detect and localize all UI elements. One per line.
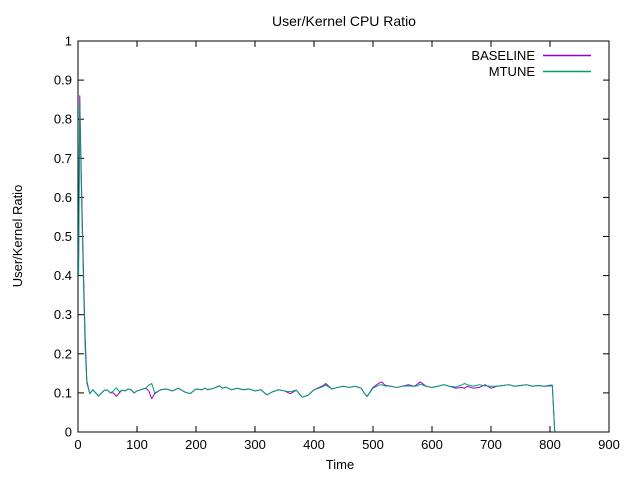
x-tick-label: 0 <box>74 437 81 452</box>
y-tick-label: 0.2 <box>54 346 72 361</box>
x-tick-label: 100 <box>126 437 148 452</box>
y-axis-label: User/Kernel Ratio <box>10 185 25 288</box>
y-tick-label: 0.4 <box>54 268 72 283</box>
plot-border <box>77 40 610 433</box>
y-tick-label: 0.5 <box>54 229 72 244</box>
x-tick-label: 700 <box>480 437 502 452</box>
chart-title: User/Kernel CPU Ratio <box>272 13 416 29</box>
data-series-lines <box>78 95 556 433</box>
legend-label-baseline: BASELINE <box>471 48 535 63</box>
y-tick-label: 0 <box>65 425 72 440</box>
x-tick-label: 600 <box>421 437 443 452</box>
y-tick-label: 1 <box>65 34 72 49</box>
mtune-series-line <box>78 103 556 433</box>
x-axis-label: Time <box>326 457 354 472</box>
y-tick-label: 0.8 <box>54 112 72 127</box>
legend: BASELINE MTUNE <box>471 48 591 79</box>
y-tick-label: 0.1 <box>54 385 72 400</box>
x-tick-label: 400 <box>303 437 325 452</box>
x-tick-label: 800 <box>539 437 561 452</box>
x-tick-label: 500 <box>362 437 384 452</box>
y-tick-label: 0.6 <box>54 190 72 205</box>
y-tick-label: 0.3 <box>54 307 72 322</box>
baseline-series-line <box>78 95 556 433</box>
y-tick-label: 0.7 <box>54 151 72 166</box>
legend-label-mtune: MTUNE <box>489 64 536 79</box>
y-tick-label: 0.9 <box>54 73 72 88</box>
x-tick-label: 900 <box>598 437 620 452</box>
axis-ticks: 0 100 200 300 400 500 600 700 800 900 0 0.1 0.2 0.3 0.… <box>54 34 620 453</box>
x-tick-label: 300 <box>244 437 266 452</box>
x-tick-label: 200 <box>185 437 207 452</box>
